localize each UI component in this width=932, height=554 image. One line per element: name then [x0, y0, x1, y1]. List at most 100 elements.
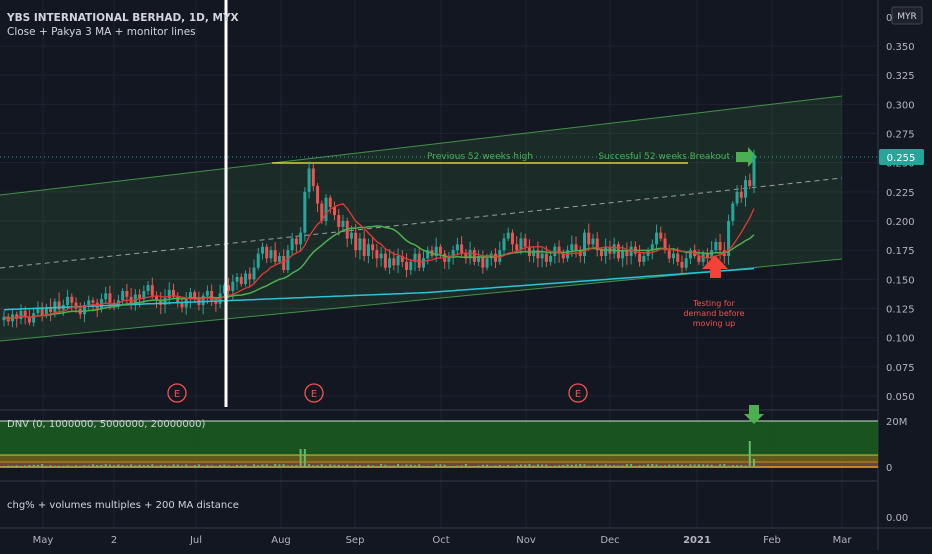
channel-upper-line: [0, 95, 843, 196]
currency-badge[interactable]: [891, 6, 923, 25]
volume-bar: [147, 465, 150, 467]
volume-bar: [473, 465, 476, 467]
volume-bar: [125, 465, 128, 467]
candle-body: [472, 250, 476, 262]
volume-bar: [579, 464, 582, 467]
earnings-marker-circle: [167, 383, 187, 403]
candle-body: [519, 238, 523, 251]
volume-bar: [689, 464, 692, 467]
candle-body: [324, 197, 328, 221]
volume-bar: [346, 464, 349, 467]
volume-bar: [303, 449, 306, 467]
volume-bar: [257, 465, 260, 467]
volume-bar: [685, 465, 688, 467]
volume-panel-label: DNV (0, 1000000, 5000000, 20000000): [7, 419, 206, 430]
candle-body: [366, 244, 370, 256]
candle-body: [510, 232, 514, 245]
candle-body: [83, 305, 87, 315]
volume-bar: [244, 464, 247, 467]
volume-bar: [630, 464, 633, 467]
volume-bar: [117, 464, 120, 467]
volume-bar: [261, 464, 264, 467]
candle-body: [621, 250, 625, 259]
candle-body: [70, 296, 74, 303]
candle-body: [591, 238, 595, 245]
candle-body: [544, 253, 548, 262]
candle-body: [650, 244, 654, 251]
volume-bar: [439, 464, 442, 467]
candle-body: [629, 246, 633, 256]
volume-bar: [562, 464, 565, 467]
volume-bar: [354, 465, 357, 467]
price-axis-tick: 0.100: [886, 334, 915, 345]
price-axis-tick: 0.125: [886, 305, 915, 316]
volume-bar: [659, 465, 662, 467]
volume-bar: [24, 465, 27, 467]
candle-body: [176, 296, 180, 303]
volume-bar: [464, 464, 467, 467]
candle-body: [396, 256, 400, 266]
earnings-marker[interactable]: E: [304, 383, 324, 403]
volume-bar: [486, 464, 489, 467]
volume-bar: [693, 464, 696, 467]
earnings-marker[interactable]: E: [568, 383, 588, 403]
volume-bar: [240, 465, 243, 467]
volume-bar: [625, 464, 628, 467]
candle-body: [320, 203, 324, 221]
volume-bar: [176, 464, 179, 467]
volume-bar: [460, 465, 463, 467]
candle-body: [337, 215, 341, 227]
candle-body: [659, 232, 663, 239]
price-axis-tick: 0.050: [886, 392, 915, 403]
candle-body: [502, 238, 506, 251]
volume-bar: [524, 464, 527, 467]
candle-body: [688, 250, 692, 259]
candle-body: [57, 301, 61, 310]
candle-body: [752, 156, 756, 186]
candle-body: [604, 246, 608, 256]
volume-bar: [414, 465, 417, 467]
volume-bar: [138, 464, 141, 467]
candle-body: [392, 258, 396, 266]
candle-body: [405, 261, 409, 270]
volume-bar: [566, 464, 569, 467]
candle-body: [87, 300, 91, 305]
volume-bar: [397, 464, 400, 467]
candle-body: [570, 244, 574, 251]
volume-bar: [269, 465, 272, 467]
volume-arrow-icon: [744, 405, 764, 424]
candle-body: [66, 296, 70, 305]
volume-bar: [96, 465, 99, 467]
volume-bar: [320, 464, 323, 467]
earnings-marker[interactable]: E: [167, 383, 187, 403]
volume-bar: [159, 465, 162, 467]
candle-body: [481, 256, 485, 268]
volume-bar: [541, 464, 544, 467]
candle-body: [180, 302, 184, 308]
volume-bar: [28, 465, 31, 467]
volume-bar: [193, 465, 196, 467]
candle-body: [227, 285, 231, 291]
last-price-badge[interactable]: [879, 149, 924, 165]
price-axis-tick: 0.175: [886, 246, 915, 257]
candle-body: [32, 313, 36, 323]
candle-body: [388, 258, 392, 268]
volume-bar: [108, 464, 111, 467]
volume-bar: [231, 465, 234, 467]
candle-body: [561, 253, 565, 259]
candle-body: [595, 238, 599, 251]
volume-bar: [727, 465, 730, 467]
volume-bar: [723, 464, 726, 467]
volume-bar: [740, 465, 743, 467]
time-axis[interactable]: May 2 Jul Aug Sep Oct Nov Dec 2021 Feb Mar: [33, 535, 853, 546]
volume-bar: [736, 465, 739, 467]
candle-body: [265, 246, 269, 259]
candle-body: [421, 258, 425, 268]
volume-bar: [710, 464, 713, 467]
candle-body: [426, 250, 430, 259]
volume-bar: [83, 465, 86, 467]
price-axis[interactable]: 0.3500.3250.3000.2750.2500.2250.2000.175…: [886, 42, 915, 403]
volume-bar: [528, 464, 531, 467]
